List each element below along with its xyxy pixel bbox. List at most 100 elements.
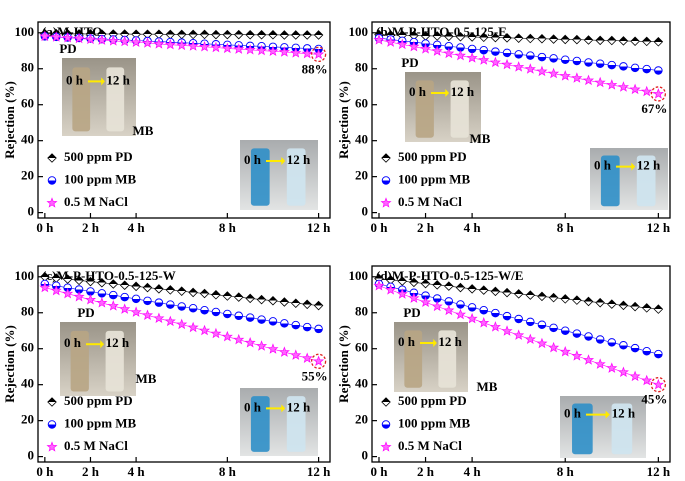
inset-to: 12 h (106, 335, 130, 350)
nacl-marker (46, 197, 58, 208)
pd-marker (420, 278, 431, 289)
plot-frame (371, 265, 671, 463)
nacl-marker (396, 38, 408, 50)
pd-marker (432, 280, 442, 290)
inset-label: MB (470, 131, 491, 146)
nacl-marker (641, 374, 653, 386)
mb-marker (560, 326, 570, 335)
pd-marker (199, 288, 210, 299)
nacl-marker (278, 46, 290, 57)
pd-marker (467, 32, 477, 42)
nacl-marker (301, 352, 313, 363)
vial-after (636, 155, 656, 207)
pd-marker (291, 30, 301, 40)
nacl-marker (443, 304, 455, 316)
x-tick-label: 12 h (307, 464, 331, 479)
nacl-marker (46, 441, 58, 452)
panel: 0 20 40 60 80 100 0 h 2 h 4 h 8 h 12 h Rejection (%… (2, 265, 331, 479)
nacl-marker (641, 85, 653, 97)
nacl-marker (187, 40, 199, 51)
inset-label: PD (59, 41, 76, 56)
mb-marker (302, 322, 312, 332)
mb-marker (467, 44, 477, 54)
mb-marker (560, 55, 570, 65)
y-tick-label: 20 (355, 412, 368, 427)
y-tick-label: 0 (28, 448, 35, 463)
nacl-marker (629, 83, 641, 95)
pd-marker (630, 36, 640, 47)
inset-from: 0 h (564, 406, 582, 421)
inset-label: PD (403, 305, 420, 320)
mb-marker (654, 349, 663, 359)
annotation-circle (310, 353, 327, 369)
pd-marker (381, 397, 391, 407)
mb-marker (549, 323, 558, 333)
pd-marker (595, 35, 605, 46)
nacl-marker (256, 340, 268, 351)
nacl-marker (548, 67, 560, 79)
vial-before (415, 80, 434, 138)
pd-marker (525, 290, 536, 300)
mb-marker (595, 335, 605, 344)
nacl-marker (96, 297, 108, 308)
nacl-marker (420, 296, 432, 308)
nacl-marker (617, 366, 629, 377)
pd-marker (119, 280, 130, 291)
pd-marker (245, 293, 255, 304)
inset-to: 12 h (287, 152, 311, 167)
pd-marker (154, 284, 164, 294)
vial-after (438, 330, 457, 388)
mb-marker (537, 52, 547, 62)
vial-after (611, 403, 633, 455)
mb-marker (572, 56, 582, 66)
nacl-marker (107, 35, 119, 46)
pd-marker (455, 31, 466, 42)
pd-marker (653, 37, 664, 47)
mb-marker (491, 47, 500, 56)
pd-marker (607, 35, 617, 46)
nacl-marker (606, 362, 618, 373)
plot-frame (371, 21, 671, 219)
nacl-marker (96, 34, 108, 45)
nacl-marker (301, 47, 313, 59)
pd-marker (268, 295, 278, 306)
y-axis-label: Rejection (%) (336, 325, 351, 403)
y-tick-label: 100 (349, 268, 369, 283)
nacl-marker (290, 47, 302, 58)
inset-arrowhead (433, 339, 437, 347)
vial-after (106, 67, 125, 132)
nacl-marker (420, 43, 432, 54)
inset-to: 12 h (612, 406, 636, 421)
annotation-circle (650, 86, 667, 102)
legend-label: 500 ppm PD (398, 149, 467, 164)
mb-marker (491, 308, 500, 318)
y-tick-label: 0 (362, 204, 369, 219)
nacl-marker (478, 317, 490, 328)
pd-marker (537, 33, 547, 44)
nacl-marker (199, 41, 211, 52)
nacl-marker (290, 349, 302, 360)
nacl-marker (210, 327, 222, 339)
pd-marker (572, 34, 582, 45)
pd-marker (47, 397, 57, 407)
y-tick-label: 80 (355, 60, 368, 75)
nacl-marker (385, 36, 397, 47)
nacl-marker (267, 45, 279, 56)
mb-marker (502, 48, 512, 58)
pd-marker (513, 289, 524, 299)
nacl-marker (119, 35, 131, 47)
nacl-marker (62, 32, 74, 43)
x-tick-label: 0 h (370, 464, 388, 479)
pd-marker (222, 29, 233, 40)
pd-marker (256, 30, 267, 40)
inset-label: PD (401, 55, 418, 70)
vial-before (404, 330, 423, 388)
vial-before (600, 155, 620, 207)
nacl-marker (233, 333, 245, 345)
nacl-marker (233, 43, 245, 54)
mb-marker (584, 332, 593, 341)
pd-marker (199, 29, 210, 40)
y-axis-label: Rejection (%) (2, 325, 17, 403)
pd-marker (537, 291, 547, 302)
panel: 0 20 40 60 80 100 0 h 2 h 4 h 8 h 12 h Rejection (%… (336, 21, 671, 235)
